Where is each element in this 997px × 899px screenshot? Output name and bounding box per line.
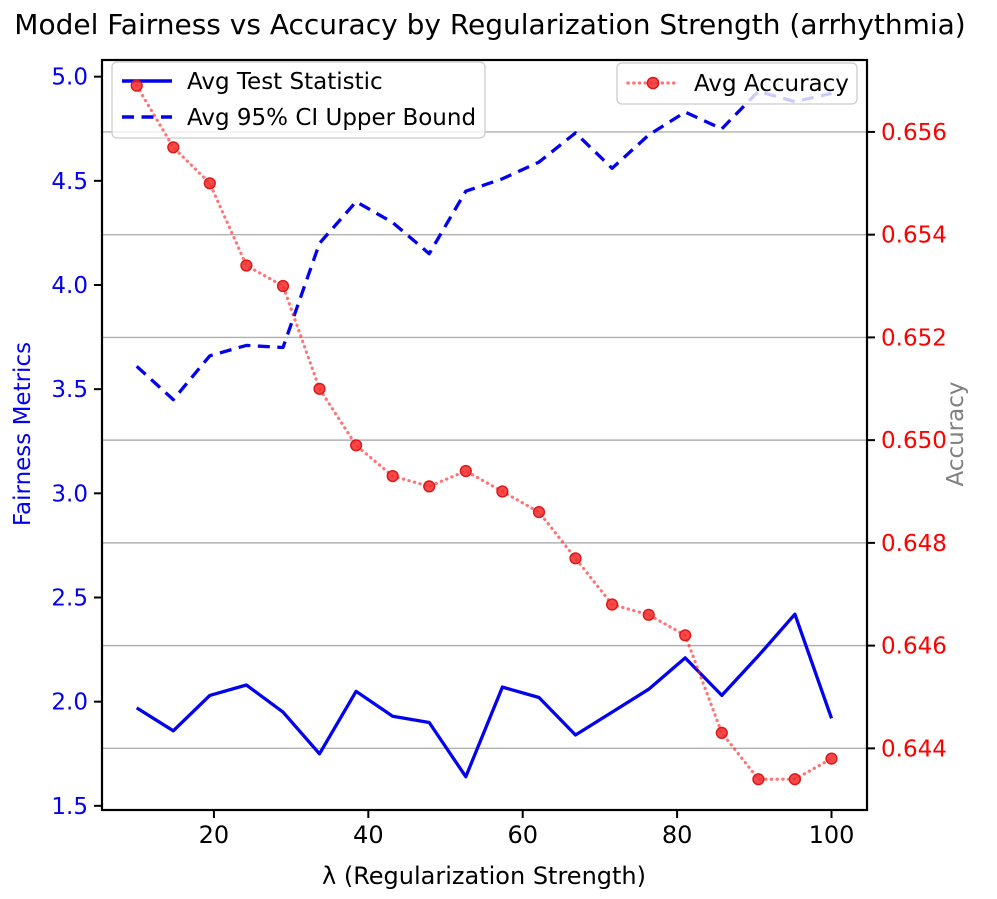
y-right-tick-label: 0.648 <box>881 531 947 557</box>
y-left-tick-label: 4.5 <box>51 169 88 195</box>
accuracy-data-point <box>459 464 472 478</box>
y-left-tick-label: 3.0 <box>51 481 88 507</box>
accuracy-data-point <box>679 629 692 642</box>
y-right-tick-label: 0.644 <box>881 736 947 762</box>
y-left-axis-label: Fairness Metrics <box>10 342 36 526</box>
legend-accuracy-box <box>616 62 858 105</box>
accuracy-data-point <box>752 773 765 786</box>
avg-test-statistic-line <box>135 612 834 779</box>
y-right-axis-label: Accuracy <box>943 381 969 486</box>
gridlines <box>102 131 867 750</box>
legend-fairness-box <box>111 61 486 139</box>
y-right-tick-label: 0.646 <box>881 634 947 660</box>
ci-upper-bound-line <box>135 89 832 402</box>
accuracy-data-point <box>715 726 728 740</box>
accuracy-data-point <box>423 480 436 493</box>
accuracy-data-point <box>240 259 253 272</box>
y-right-tick-label: 0.650 <box>881 428 947 454</box>
axis-ticks: 20 40 60 80 100 5.0 4.5 4.0 3.5 3.0 2.5 2.0 1.5 0.656… <box>51 65 946 849</box>
fairness-series-layer <box>135 89 834 779</box>
legend-label-ci-upper: Avg 95% CI Upper Bound <box>187 105 476 131</box>
x-tick-label: 100 <box>809 821 855 849</box>
accuracy-data-point <box>386 470 399 483</box>
y-left-tick-label: 2.5 <box>51 586 88 612</box>
accuracy-data-point <box>788 773 802 786</box>
accuracy-data-point <box>496 485 509 498</box>
chart-title: Model Fairness vs Accuracy by Regulariza… <box>14 8 965 41</box>
accuracy-data-point <box>203 177 216 190</box>
y-left-tick-label: 3.5 <box>51 377 88 403</box>
accuracy-data-point <box>167 141 180 154</box>
y-right-tick-label: 0.652 <box>881 325 947 351</box>
avg-accuracy-line <box>135 84 834 781</box>
legend-label-test-statistic: Avg Test Statistic <box>187 69 383 95</box>
x-tick-label: 40 <box>353 821 384 849</box>
x-axis-label: λ (Regularization Strength) <box>322 862 646 890</box>
accuracy-markers <box>130 79 838 786</box>
x-tick-label: 80 <box>662 821 693 849</box>
accuracy-data-point <box>276 279 290 293</box>
accuracy-marker-sample <box>646 76 660 90</box>
y-right-tick-label: 0.656 <box>881 120 947 146</box>
accuracy-data-point <box>825 752 838 765</box>
accuracy-data-point <box>130 79 143 92</box>
y-left-tick-label: 5.0 <box>51 65 88 91</box>
accuracy-data-point <box>642 608 655 621</box>
accuracy-data-point <box>532 505 546 519</box>
y-right-tick-label: 0.654 <box>881 223 947 249</box>
y-left-tick-label: 1.5 <box>51 794 88 820</box>
legend-label-accuracy: Avg Accuracy <box>694 71 849 97</box>
accuracy-data-point <box>605 598 619 611</box>
y-left-tick-label: 4.0 <box>51 273 88 299</box>
accuracy-data-point <box>313 382 326 395</box>
accuracy-data-point <box>569 552 582 565</box>
legend-accuracy: Avg Accuracy <box>616 62 858 105</box>
accuracy-series-layer <box>130 79 838 786</box>
legend-fairness: Avg Test Statistic Avg 95% CI Upper Boun… <box>111 61 486 139</box>
plot-border <box>100 58 869 812</box>
x-tick-label: 60 <box>507 821 538 849</box>
y-left-tick-label: 2.0 <box>51 690 88 716</box>
accuracy-data-point <box>350 439 363 452</box>
x-tick-label: 20 <box>199 821 230 849</box>
